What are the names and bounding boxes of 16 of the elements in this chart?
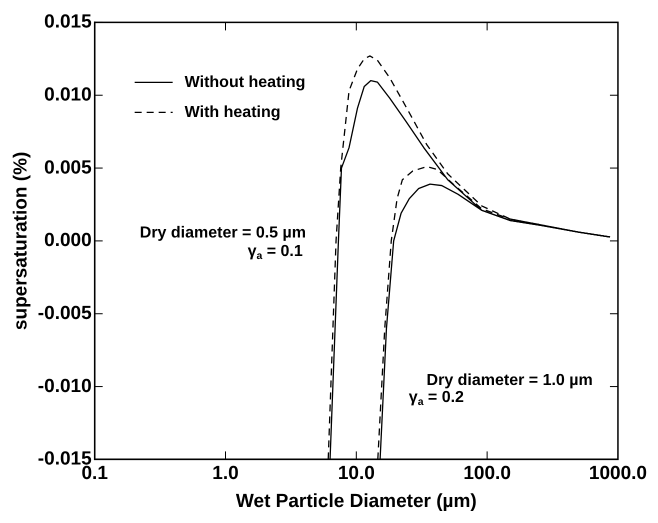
x-axis-title: Wet Particle Diameter (µm) — [236, 490, 477, 512]
annotation: Dry diameter = 1.0 µm — [426, 372, 593, 390]
x-tick-label: 100.0 — [463, 463, 511, 484]
x-tick-label: 1.0 — [212, 463, 239, 484]
legend-label: With heating — [184, 104, 281, 121]
y-tick-label: -0.010 — [38, 376, 92, 397]
legend-label: Without heating — [184, 74, 306, 91]
y-tick-label: 0.015 — [44, 12, 92, 33]
y-tick-label: 0.010 — [44, 84, 92, 106]
y-tick-label: 0.000 — [44, 230, 92, 252]
y-axis-title: supersaturation (%) — [10, 152, 32, 330]
x-tick-label: 1000.0 — [588, 463, 648, 484]
x-tick-label: 10.0 — [338, 463, 375, 484]
annotation: Dry diameter = 0.5 µm — [140, 224, 306, 242]
y-tick-label: 0.005 — [44, 157, 92, 178]
y-tick-label: -0.005 — [38, 302, 92, 324]
